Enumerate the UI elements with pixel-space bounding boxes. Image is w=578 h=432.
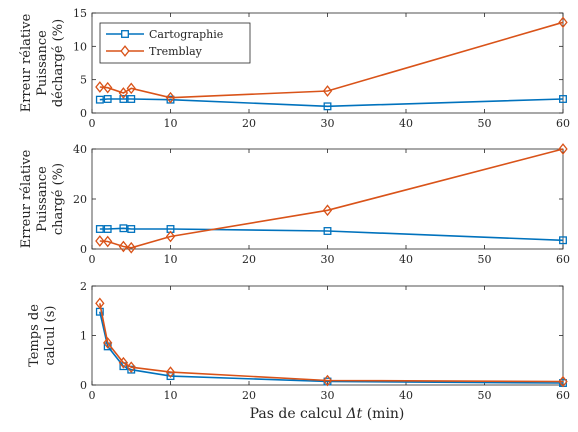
x-tick-label: 20: [242, 117, 256, 130]
y-axis-label-line: calcul (s): [43, 306, 58, 366]
plot-area-3: [91, 285, 564, 386]
data-point-tremblay: [558, 16, 568, 29]
data-point-tremblay: [126, 241, 136, 254]
x-tick-label: 50: [478, 389, 492, 402]
series-line-cartographie: [99, 98, 564, 108]
data-point-tremblay: [165, 366, 176, 378]
data-point-cartographie: [559, 95, 567, 103]
legend-label: Tremblay: [149, 45, 203, 58]
data-point-cartographie: [95, 95, 104, 104]
x-tick-label: 10: [164, 117, 178, 130]
data-point-cartographie: [323, 102, 332, 111]
x-axis-label: Pas de calcul Δt (min): [250, 406, 405, 422]
data-point-tremblay: [118, 356, 129, 369]
series-line-tremblay: [99, 303, 564, 383]
x-tick-label: 40: [399, 389, 413, 402]
x-tick-label: 0: [89, 253, 96, 266]
x-tick-label: 30: [321, 117, 335, 130]
legend-label: Cartographie: [149, 28, 223, 41]
data-point-cartographie: [103, 95, 112, 103]
data-point-cartographie: [119, 224, 128, 233]
y-tick-label: 0: [80, 107, 87, 120]
data-point-tremblay: [322, 374, 333, 387]
panel-2: 0 10 20 30 40 50 60 0 20 40 Erreur rélative Puissan…: [19, 143, 570, 266]
legend-marker: [121, 30, 129, 38]
y-axis-label-line: Puissance: [35, 30, 50, 96]
y-axis-label-line: Erreur rélative: [19, 149, 34, 248]
x-tick-label: 30: [321, 253, 335, 266]
y-tick-label: 20: [73, 193, 87, 206]
y-tick-label: 0: [80, 379, 87, 392]
data-point-cartographie: [323, 227, 332, 235]
x-tick-label: 50: [478, 117, 492, 130]
y-axis-label-line: déchargé (%): [51, 19, 66, 107]
data-point-tremblay: [103, 81, 113, 94]
data-point-cartographie: [103, 225, 112, 233]
data-point-tremblay: [103, 337, 113, 349]
data-point-tremblay: [95, 235, 105, 247]
data-point-cartographie: [95, 225, 104, 233]
x-tick-label: 20: [242, 253, 256, 266]
y-tick-label: 40: [73, 143, 87, 156]
y-tick-label: 10: [73, 40, 87, 53]
panel-1: 0 10 20 30 40 50 60 0 5 10 15 Erreur rélative Puissa…: [19, 7, 570, 130]
legend-marker: [120, 45, 130, 57]
x-tick-label: 10: [164, 253, 178, 266]
data-point-tremblay: [118, 240, 129, 253]
x-tick-label: 30: [321, 389, 335, 402]
series-line-tremblay: [99, 148, 564, 249]
legend: Cartographie Tremblay: [99, 22, 251, 64]
x-tick-label: 0: [89, 389, 96, 402]
data-point-tremblay: [165, 230, 176, 243]
x-tick-label: 0: [89, 117, 96, 130]
data-point-tremblay: [95, 297, 105, 310]
x-tick-label: 60: [556, 389, 570, 402]
data-point-tremblay: [103, 235, 113, 248]
data-point-cartographie: [119, 95, 128, 103]
data-point-tremblay: [322, 204, 333, 217]
y-tick-label: 15: [73, 7, 87, 20]
panel-3: 0 10 20 30 40 50 60 0 1 2 Temps de calcul (s): [27, 280, 570, 402]
data-point-cartographie: [127, 225, 136, 233]
series-line-cartographie: [99, 227, 564, 242]
series-line-cartographie: [99, 311, 564, 384]
data-point-tremblay: [558, 375, 568, 388]
data-point-tremblay: [126, 82, 136, 95]
data-point-cartographie: [127, 95, 136, 103]
y-axis-label-line: Puissance: [35, 166, 50, 232]
y-axis-label-line: Temps de: [27, 304, 42, 367]
data-point-tremblay: [558, 143, 568, 155]
data-point-tremblay: [118, 87, 129, 99]
x-tick-label: 50: [478, 253, 492, 266]
y-axis-label-line: chargé (%): [51, 163, 66, 235]
x-tick-label: 40: [399, 117, 413, 130]
y-tick-label: 0: [80, 243, 87, 256]
data-point-tremblay: [126, 361, 136, 374]
data-point-cartographie: [559, 236, 567, 245]
data-point-tremblay: [95, 81, 105, 93]
data-point-tremblay: [322, 85, 333, 97]
x-tick-label: 20: [242, 389, 256, 402]
x-tick-label: 60: [556, 253, 570, 266]
x-tick-label: 10: [164, 389, 178, 402]
y-tick-label: 1: [80, 330, 87, 343]
series-line-tremblay: [99, 21, 564, 99]
x-tick-label: 60: [556, 117, 570, 130]
x-tick-label: 40: [399, 253, 413, 266]
data-point-tremblay: [165, 91, 176, 104]
y-tick-label: 5: [80, 74, 87, 87]
y-axis-label-line: Erreur rélative: [19, 13, 34, 112]
y-tick-label: 2: [80, 280, 87, 293]
